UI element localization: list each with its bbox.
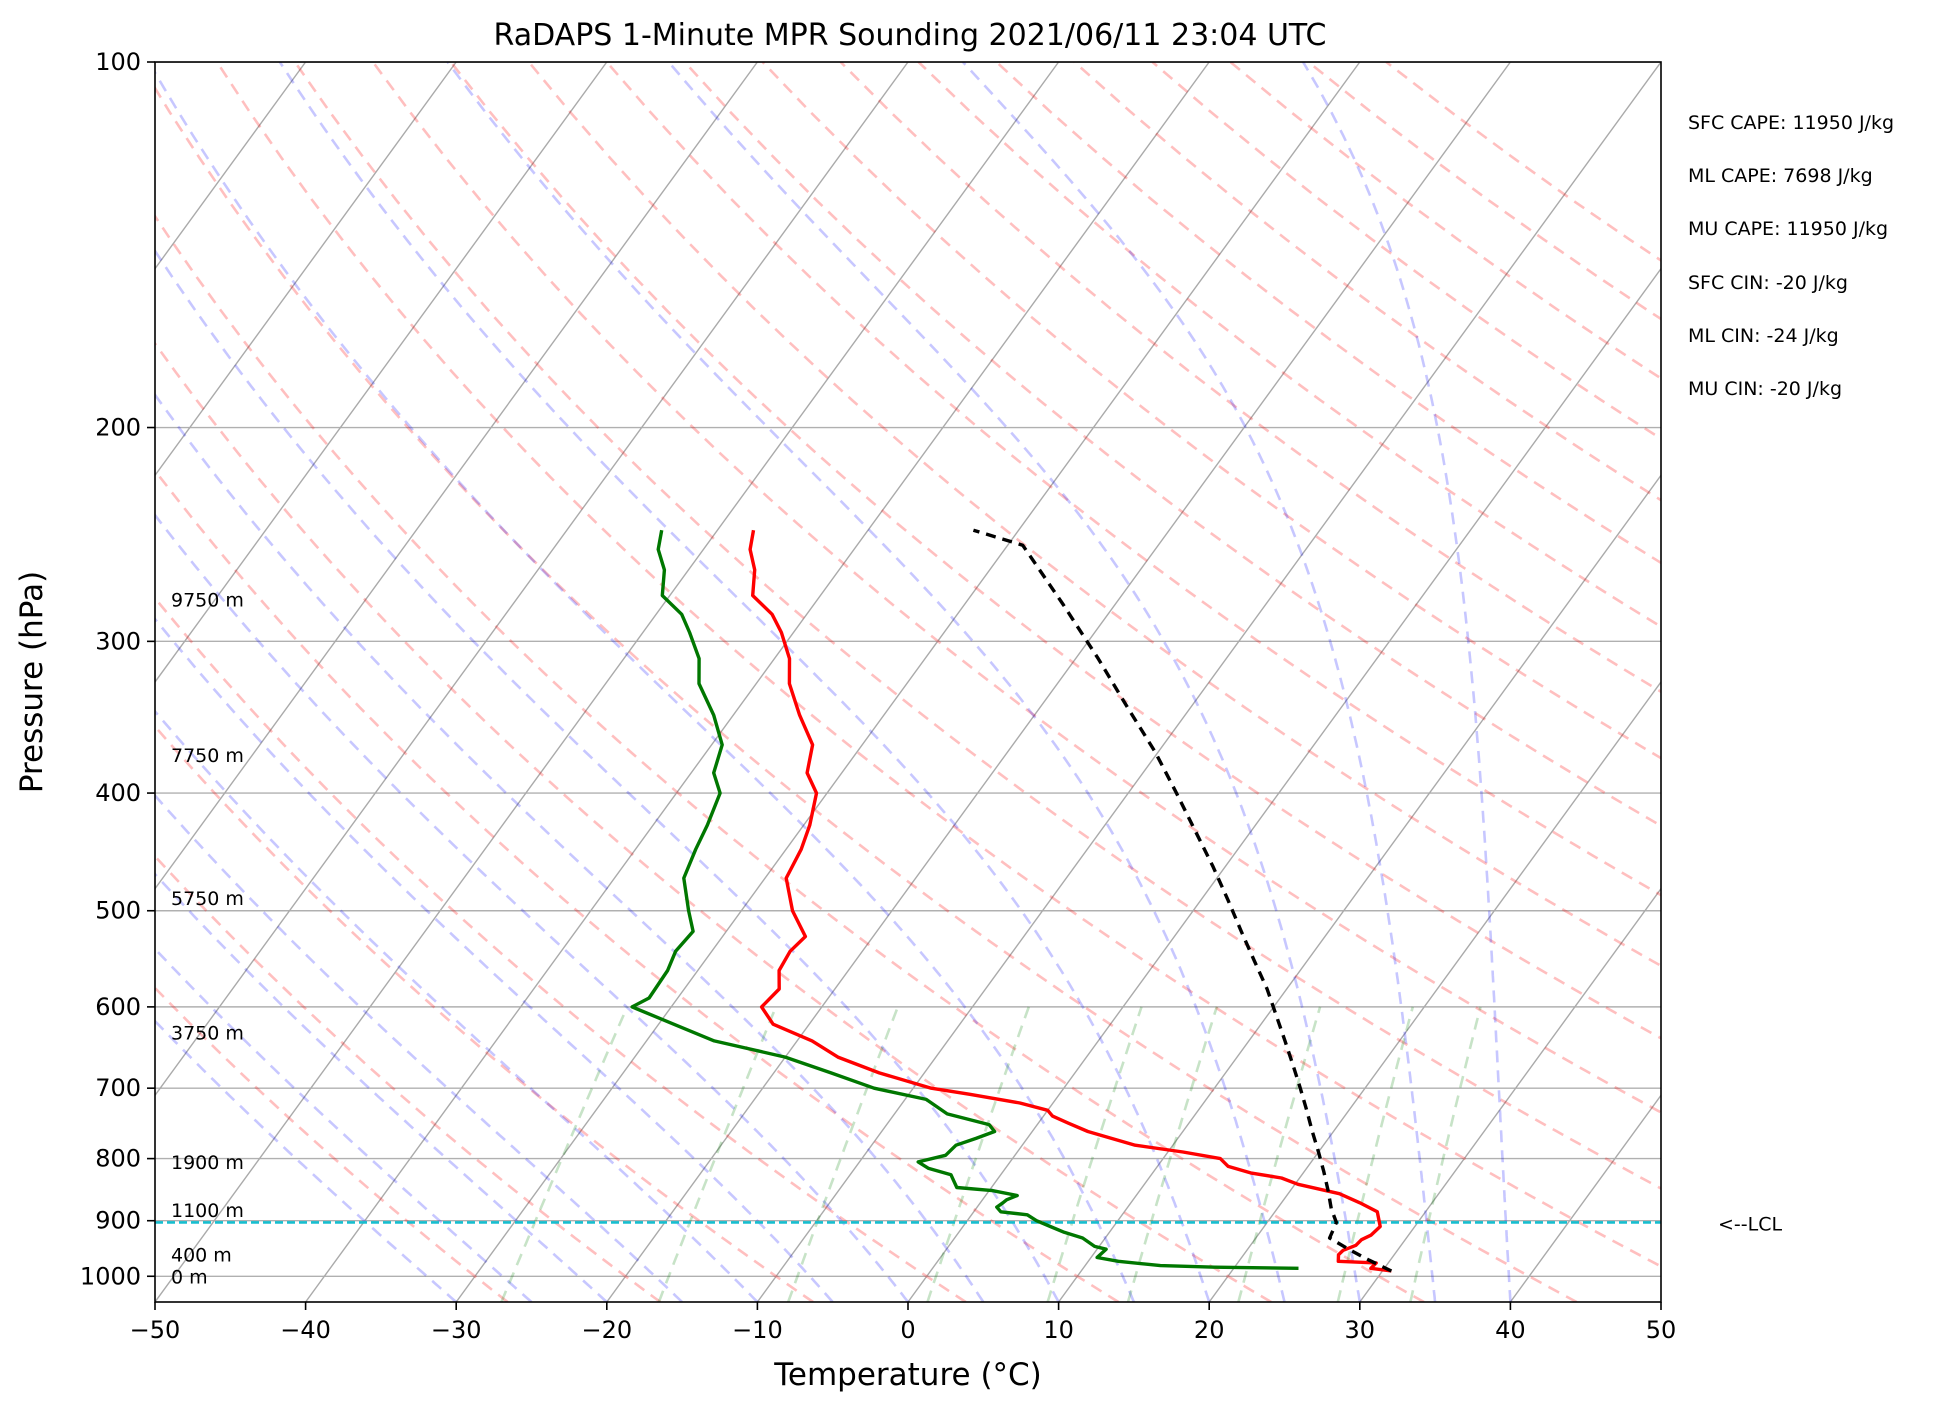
isotherm-line	[155, 62, 758, 890]
mixing-ratio-line	[1409, 1006, 1482, 1302]
param-mu-cin: MU CIN: -20 J/kg	[1688, 378, 1842, 400]
dry-adiabat	[839, 62, 1661, 694]
y-tick-label: 800	[95, 1145, 141, 1173]
moist-adiabat	[155, 512, 910, 1302]
isotherm-line	[455, 62, 1361, 1302]
height-label: 1900 m	[171, 1152, 244, 1174]
dry-adiabat	[215, 62, 1661, 1268]
moist-adiabat	[278, 62, 1211, 1302]
parcel-path	[972, 528, 1393, 1273]
chart-title: RaDAPS 1-Minute MPR Sounding 2021/06/11 …	[494, 18, 1327, 53]
x-tick-label: 0	[900, 1316, 915, 1344]
height-label: 9750 m	[171, 589, 244, 611]
isotherm-line	[305, 62, 1210, 1302]
moist-adiabat	[961, 62, 1437, 1302]
param-mu-cape: MU CAPE: 11950 J/kg	[1688, 218, 1888, 240]
lcl-label: <--LCL	[1718, 1214, 1782, 1236]
moist-adiabat	[155, 70, 1136, 1302]
param-sfc-cin: SFC CIN: -20 J/kg	[1688, 272, 1848, 294]
x-tick-label: −30	[431, 1316, 482, 1344]
mixing-ratio-line	[786, 1006, 900, 1302]
param-ml-cape: ML CAPE: 7698 J/kg	[1688, 165, 1873, 187]
moist-adiabat	[155, 709, 759, 1302]
x-tick-label: 10	[1043, 1316, 1074, 1344]
dry-adiabat	[155, 85, 1578, 1302]
param-sfc-cape: SFC CAPE: 11950 J/kg	[1688, 112, 1894, 134]
moist-adiabat	[155, 392, 985, 1302]
mixing-ratio-line	[1046, 1006, 1143, 1302]
moist-adiabat	[155, 1019, 458, 1302]
isotherm-line	[155, 62, 457, 477]
y-tick-label: 300	[95, 627, 141, 655]
dry-adiabat	[293, 62, 1661, 1190]
x-tick-label: −10	[732, 1316, 783, 1344]
y-tick-label: 200	[95, 414, 141, 442]
param-ml-cin: ML CIN: -24 J/kg	[1688, 325, 1839, 347]
y-tick-label: 1000	[80, 1262, 141, 1290]
dry-adiabat	[155, 341, 1272, 1302]
height-label: 400 m	[171, 1245, 232, 1267]
y-tick-label: 500	[95, 897, 141, 925]
dry-adiabat	[155, 724, 814, 1302]
y-tick-label: 100	[95, 48, 141, 76]
mixing-ratio-line	[657, 1006, 778, 1302]
isotherm-line	[1359, 887, 1661, 1302]
isotherm-line	[155, 62, 1060, 1302]
height-label: 1100 m	[171, 1200, 244, 1222]
y-tick-label: 700	[95, 1074, 141, 1102]
mixing-ratio-line	[926, 1006, 1031, 1302]
moist-adiabat	[155, 793, 684, 1302]
x-tick-label: 50	[1646, 1316, 1677, 1344]
x-tick-label: −50	[130, 1316, 181, 1344]
dry-adiabat	[155, 213, 1425, 1302]
dry-adiabat	[155, 468, 1120, 1302]
x-tick-label: 40	[1495, 1316, 1526, 1344]
moist-adiabat	[155, 946, 533, 1302]
x-axis-ticks: −50 −40 −30 −20 −10 0 10 20 30 40 50	[130, 1302, 1677, 1344]
isotherm-line	[155, 62, 608, 684]
mixing-ratio-line	[500, 1006, 629, 1302]
x-tick-label: 30	[1345, 1316, 1376, 1344]
x-axis-label: Temperature (°C)	[773, 1357, 1042, 1393]
height-label: 3750 m	[171, 1023, 244, 1045]
y-axis-ticks: 100 200 300 400 500 600 700 800 900 1000	[80, 48, 155, 1290]
dry-adiabat	[449, 62, 1661, 1040]
dewpoint-profile	[630, 529, 1299, 1270]
moist-adiabat	[446, 62, 1286, 1302]
dry-adiabat	[155, 854, 662, 1302]
isotherm-line	[1208, 680, 1661, 1302]
x-tick-label: −20	[581, 1316, 632, 1344]
moist-adiabat	[667, 62, 1362, 1302]
dry-adiabat	[371, 62, 1661, 1114]
background-lines	[155, 62, 1661, 1302]
x-tick-label: −40	[280, 1316, 331, 1344]
isotherm-line	[606, 62, 1511, 1302]
sounding-traces	[630, 528, 1393, 1273]
y-tick-label: 600	[95, 993, 141, 1021]
parameter-panel: SFC CAPE: 11950 J/kg ML CAPE: 7698 J/kg …	[1688, 112, 1894, 400]
temperature-profile	[748, 529, 1392, 1273]
y-axis-label: Pressure (hPa)	[14, 571, 50, 793]
dry-adiabat	[683, 62, 1661, 828]
moist-adiabat	[155, 872, 608, 1302]
isotherm-line	[1058, 474, 1661, 1302]
height-label: 7750 m	[171, 745, 244, 767]
y-tick-label: 900	[95, 1207, 141, 1235]
height-label: 0 m	[171, 1266, 208, 1288]
height-label: 5750 m	[171, 888, 244, 910]
moist-adiabat	[1301, 62, 1512, 1302]
dry-adiabat	[761, 62, 1661, 760]
y-tick-label: 400	[95, 779, 141, 807]
x-tick-label: 20	[1194, 1316, 1225, 1344]
